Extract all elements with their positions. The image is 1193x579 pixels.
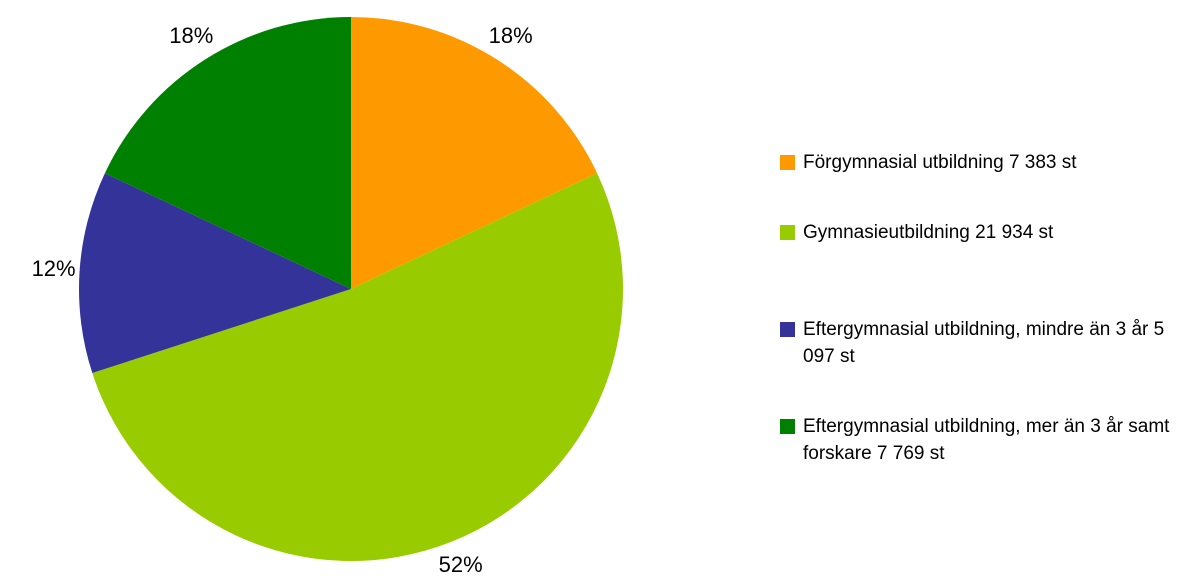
data-label: 18%: [489, 23, 533, 48]
legend-swatch: [780, 322, 795, 337]
legend-label: Eftergymnasial utbildning, mindre än 3 å…: [803, 319, 1165, 367]
pie-slice: [79, 173, 351, 374]
data-label: 52%: [439, 552, 483, 577]
legend-swatch: [780, 225, 795, 240]
legend-label: Gymnasieutbildning 21 934 st: [803, 222, 1054, 243]
data-label: 18%: [169, 23, 213, 48]
pie-slice: [104, 17, 351, 289]
pie-slice: [351, 17, 598, 289]
pie-slice: [92, 173, 623, 561]
legend-swatch: [780, 419, 795, 434]
legend-label: Förgymnasial utbildning 7 383 st: [803, 152, 1077, 173]
legend-swatch: [780, 155, 795, 170]
data-label: 12%: [32, 256, 76, 281]
legend-label: Eftergymnasial utbildning, mer än 3 år s…: [803, 416, 1170, 464]
